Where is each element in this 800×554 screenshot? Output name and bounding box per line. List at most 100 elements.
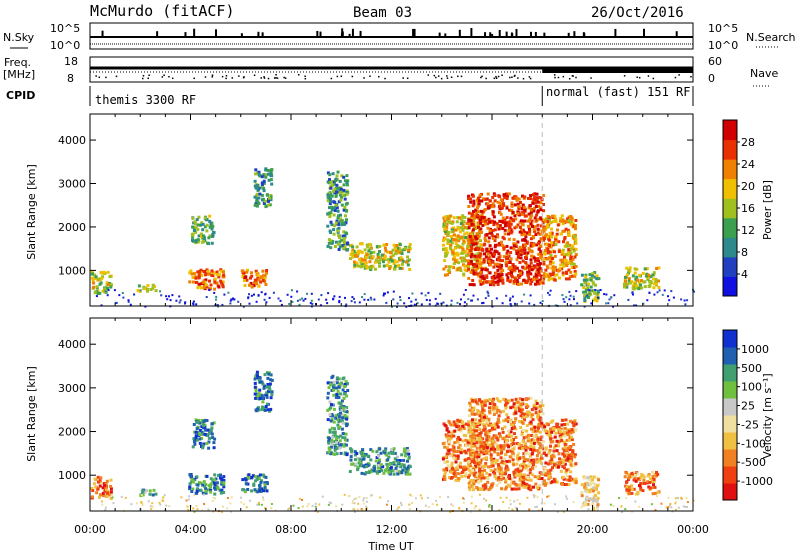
- heatmap-cell: [509, 455, 513, 459]
- heatmap-cell: [498, 224, 502, 228]
- heatmap-cell: [520, 271, 524, 275]
- heatmap-cell: [396, 461, 400, 464]
- heatmap-cell: [504, 403, 507, 407]
- heatmap-cell: [494, 461, 498, 465]
- heatmap-cell: [536, 210, 540, 214]
- heatmap-cell: [572, 464, 576, 467]
- heatmap-cell: [548, 221, 552, 225]
- heatmap-cell: [561, 258, 564, 262]
- heatmap-cell: [204, 283, 208, 287]
- heatmap-cell: [264, 173, 268, 177]
- heatmap-cell: [358, 457, 362, 461]
- heatmap-cell: [472, 217, 475, 221]
- heatmap-cell: [248, 283, 251, 287]
- heatmap-cell: [482, 400, 486, 404]
- heatmap-cell: [512, 247, 516, 251]
- heatmap-cell: [206, 241, 209, 245]
- heatmap-cell: [343, 205, 347, 209]
- heatmap-cell: [584, 273, 588, 277]
- heatmap-cell: [270, 390, 274, 394]
- heatmap-cell: [452, 434, 456, 438]
- heatmap-cell: [535, 275, 539, 279]
- heatmap-cell: [256, 394, 260, 398]
- heatmap-cell: [254, 396, 258, 400]
- heatmap-cell: [516, 240, 520, 244]
- heatmap-cell: [470, 253, 474, 256]
- heatmap-cell: [363, 293, 366, 296]
- heatmap-cell: [244, 478, 248, 482]
- heatmap-cell: [364, 465, 368, 468]
- heatmap-cell: [220, 281, 223, 285]
- heatmap-cell: [256, 274, 260, 277]
- heatmap-cell: [196, 228, 200, 231]
- heatmap-cell: [200, 221, 204, 225]
- freq-dot: [450, 76, 453, 79]
- nave-tick-top: 60: [708, 55, 722, 68]
- heatmap-cell: [525, 231, 528, 235]
- heatmap-cell: [139, 289, 142, 292]
- heatmap-cell: [100, 276, 104, 280]
- heatmap-cell: [326, 396, 330, 400]
- heatmap-cell: [496, 436, 500, 440]
- heatmap-cell: [632, 473, 636, 477]
- heatmap-cell: [456, 253, 460, 257]
- heatmap-cell: [511, 423, 515, 427]
- heatmap-cell: [505, 255, 509, 259]
- heatmap-cell: [542, 440, 546, 444]
- heatmap-cell: [343, 392, 347, 396]
- heatmap-cell: [368, 247, 372, 251]
- heatmap-cell: [491, 399, 495, 403]
- heatmap-cell: [544, 461, 548, 465]
- heatmap-cell: [591, 280, 595, 284]
- heatmap-cell: [154, 492, 158, 496]
- heatmap-cell: [179, 299, 182, 302]
- heatmap-cell: [490, 458, 494, 462]
- heatmap-cell: [395, 464, 399, 468]
- heatmap-cell: [396, 264, 400, 268]
- heatmap-cell: [392, 298, 395, 301]
- heatmap-cell: [477, 458, 481, 462]
- heatmap-cell: [538, 447, 542, 451]
- heatmap-cell: [510, 427, 514, 430]
- heatmap-cell: [135, 502, 138, 505]
- heatmap-cell: [489, 506, 492, 509]
- heatmap-cell: [449, 243, 453, 247]
- heatmap-cell: [593, 508, 596, 511]
- heatmap-cell: [496, 224, 500, 228]
- heatmap-cell: [563, 442, 567, 446]
- heatmap-cell: [502, 500, 505, 503]
- heatmap-cell: [596, 505, 599, 509]
- heatmap-cell: [563, 423, 567, 426]
- freq-dot: [638, 76, 641, 79]
- heatmap-cell: [472, 237, 476, 241]
- heatmap-cell: [514, 303, 517, 306]
- heatmap-cell: [534, 399, 538, 403]
- heatmap-cell: [499, 444, 503, 448]
- heatmap-cell: [343, 451, 347, 455]
- heatmap-cell: [499, 212, 503, 216]
- heatmap-cell: [570, 428, 574, 432]
- heatmap-cell: [358, 242, 362, 246]
- cpid-label: CPID: [6, 89, 35, 102]
- heatmap-cell: [464, 254, 468, 258]
- heatmap-cell: [487, 431, 491, 434]
- heatmap-cell: [590, 274, 594, 278]
- heatmap-cell: [213, 291, 216, 294]
- heatmap-cell: [449, 465, 453, 469]
- heatmap-cell: [253, 377, 257, 381]
- heatmap-cell: [253, 179, 257, 183]
- heatmap-cell: [530, 458, 534, 462]
- heatmap-cell: [566, 457, 570, 461]
- heatmap-cell: [369, 296, 372, 299]
- heatmap-cell: [449, 265, 453, 269]
- heatmap-cell: [469, 238, 473, 242]
- heatmap-cell: [241, 275, 245, 279]
- heatmap-cell: [636, 490, 640, 494]
- heatmap-cell: [507, 429, 510, 433]
- heatmap-cell: [168, 295, 170, 298]
- heatmap-cell: [448, 448, 452, 452]
- heatmap-cell: [369, 266, 373, 270]
- heatmap-cell: [263, 483, 267, 487]
- heatmap-cell: [470, 423, 474, 427]
- heatmap-cell: [339, 187, 343, 191]
